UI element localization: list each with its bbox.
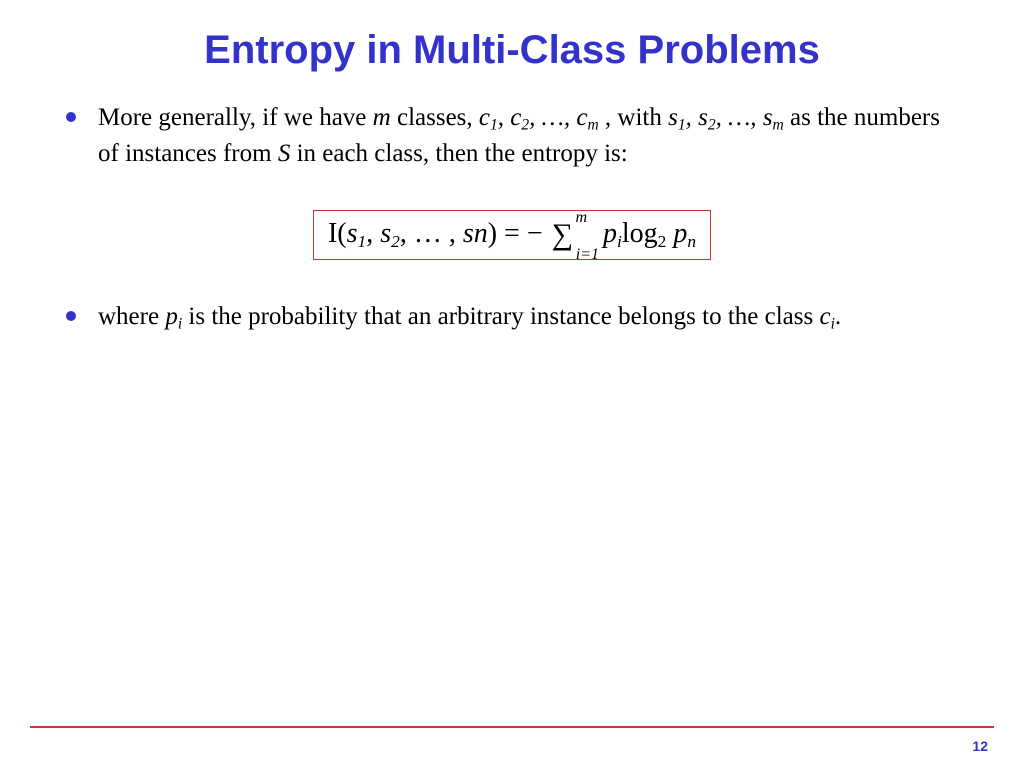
var-sm: s [763, 104, 773, 131]
bullet-list-2: where pi is the probability that an arbi… [60, 300, 964, 336]
slide-title: Entropy in Multi-Class Problems [60, 28, 964, 73]
var-c: c [819, 303, 830, 330]
text: classes, [391, 104, 479, 131]
summation: m∑i=1 [552, 219, 573, 253]
var-pn: p [673, 218, 687, 249]
sub: 1 [678, 117, 686, 134]
var-S: S [278, 140, 291, 167]
var-s2: s [698, 104, 708, 131]
var-s2: s [380, 218, 391, 249]
text: , [498, 104, 511, 131]
var-c1: c [479, 104, 490, 131]
footer-divider [30, 726, 994, 728]
slide: Entropy in Multi-Class Problems More gen… [0, 0, 1024, 768]
sub: 2 [391, 233, 400, 252]
formula-container: I(s1, s2, … , sn) = − m∑i=1 pilog2 pn [60, 210, 964, 260]
sub: m [587, 117, 598, 134]
text: More generally, if we have [98, 104, 373, 131]
var-c2: c [510, 104, 521, 131]
sub: 1 [490, 117, 498, 134]
text: . [835, 303, 841, 330]
sub: n [687, 233, 696, 252]
sub: 2 [521, 117, 529, 134]
text: , [686, 104, 699, 131]
comma: , [366, 218, 380, 249]
text: , …, [716, 104, 763, 131]
text: , with [599, 104, 668, 131]
fn-I: I [328, 218, 337, 249]
var-cm: c [576, 104, 587, 131]
page-number: 12 [972, 738, 988, 754]
bullet-item-1: More generally, if we have m classes, c1… [60, 101, 964, 170]
log: log [622, 218, 658, 249]
text: where [98, 303, 165, 330]
sum-upper: m [575, 208, 587, 227]
var-s1: s [347, 218, 358, 249]
var-s1: s [668, 104, 678, 131]
text: , …, [529, 104, 576, 131]
var-m: m [373, 104, 391, 131]
sub: 2 [708, 117, 716, 134]
var-p: p [165, 303, 178, 330]
sub: m [773, 117, 784, 134]
text: is the probability that an arbitrary ins… [182, 303, 819, 330]
paren-open: ( [337, 218, 346, 249]
entropy-formula: I(s1, s2, … , sn) = − m∑i=1 pilog2 pn [313, 210, 711, 260]
bullet-item-2: where pi is the probability that an arbi… [60, 300, 964, 336]
sum-lower: i=1 [576, 245, 599, 264]
var-p: p [603, 218, 617, 249]
bullet-list: More generally, if we have m classes, c1… [60, 101, 964, 170]
paren-close: ) [488, 218, 497, 249]
minus: − [527, 218, 550, 249]
var-sn: sn [463, 218, 488, 249]
text: in each class, then the entropy is: [290, 140, 627, 167]
sub: 1 [358, 233, 367, 252]
equals: = [497, 218, 527, 249]
ellipsis: , … , [400, 218, 463, 249]
sigma-icon: ∑ [552, 220, 573, 250]
